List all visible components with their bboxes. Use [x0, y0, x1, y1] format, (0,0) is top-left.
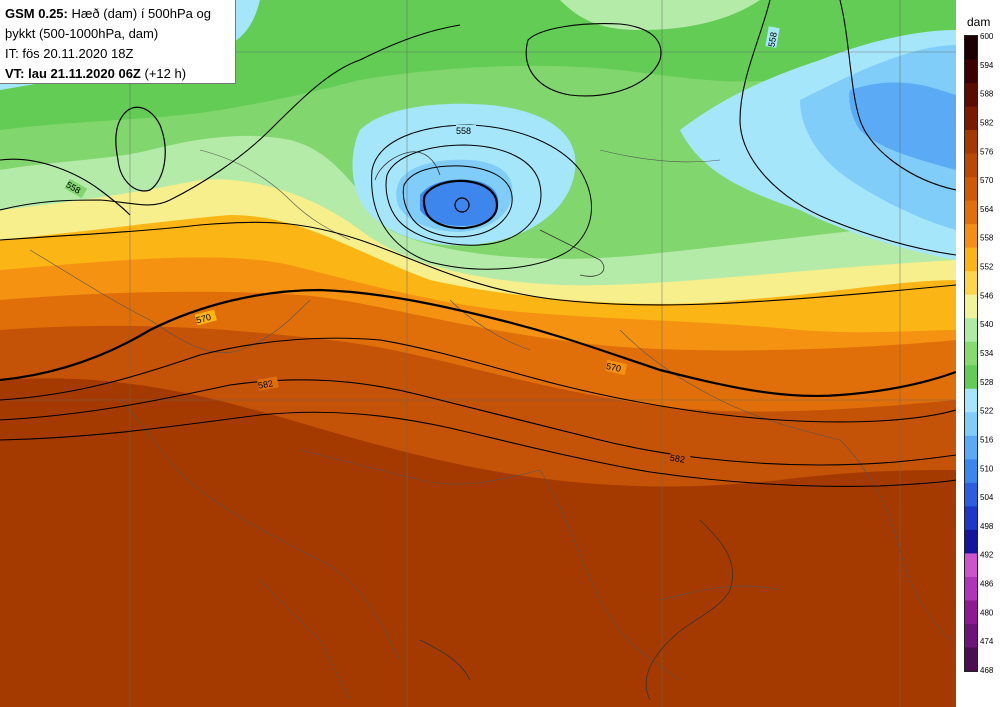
- legend-swatch: [965, 412, 977, 437]
- contour-east-box: [839, 0, 956, 191]
- contour-582: [0, 379, 956, 466]
- contour-label: 582: [669, 453, 685, 465]
- field-540-top: [560, 0, 760, 30]
- contour-558-north-ring: [115, 106, 166, 192]
- valid-time-line: VT: lau 21.11.2020 06Z (+12 h): [5, 64, 230, 84]
- contour-576: [0, 337, 956, 423]
- legend-tick-labels: 600 594 588 582 576 570 564 558 552 546 540 534 528 5…: [980, 32, 994, 675]
- legend-tick-label: 552: [980, 263, 994, 272]
- legend-swatch: [965, 623, 977, 649]
- legend-swatch: [965, 435, 977, 460]
- legend-swatch: [965, 36, 977, 61]
- legend-tick-label: 582: [980, 119, 994, 128]
- contour-label: 570: [605, 361, 622, 374]
- legend-swatch: [965, 59, 977, 84]
- legend-swatch: [965, 153, 977, 178]
- legend-tick-label: 558: [980, 234, 994, 243]
- initial-time: IT: fös 20.11.2020 18Z: [5, 46, 134, 61]
- contour-label: 558: [456, 126, 471, 136]
- legend-swatch: [965, 388, 977, 413]
- legend-tick-label: 600: [980, 32, 994, 41]
- legend-swatch: [965, 271, 977, 296]
- legend-tick-label: 576: [980, 147, 994, 156]
- legend-tick-label: 534: [980, 349, 994, 358]
- legend-tick-label: 540: [980, 320, 994, 329]
- legend-tick-label: 594: [980, 61, 994, 70]
- legend-swatches: [965, 36, 977, 672]
- contour-558-ne: [525, 23, 662, 97]
- legend-swatch: [965, 482, 977, 507]
- legend-swatch: [965, 459, 977, 484]
- contour-570: [0, 288, 956, 398]
- legend-swatch: [965, 576, 977, 602]
- title-line: GSM 0.25: Hæð (dam) í 500hPa og: [5, 4, 230, 24]
- legend-unit: dam: [967, 15, 991, 29]
- legend-tick-label: 546: [980, 291, 994, 300]
- coastlines: [374, 151, 734, 701]
- color-legend: dam 600 594 588 582 576 570 564 558 552 546 540 534…: [956, 0, 1000, 707]
- field-description: Hæð (dam) í 500hPa og: [67, 6, 211, 21]
- legend-tick-label: 480: [980, 608, 994, 617]
- legend-tick-label: 486: [980, 580, 994, 589]
- contour-labels: 558 558 558 570 570 582 582: [64, 26, 780, 466]
- legend-tick-label: 516: [980, 436, 994, 445]
- legend-tick-label: 588: [980, 90, 994, 99]
- contour-center-low: [454, 197, 470, 213]
- legend-swatch: [965, 341, 977, 366]
- contour-label: 582: [257, 378, 274, 390]
- contour-outer-low: [371, 124, 592, 270]
- legend-swatch: [965, 130, 977, 155]
- valid-time: VT: lau 21.11.2020 06Z: [5, 66, 141, 81]
- map-canvas: 558 558 558 570 570 582 582: [0, 0, 956, 707]
- legend-swatch: [965, 83, 977, 108]
- contour-inner-low: [402, 165, 513, 238]
- legend-tick-label: 522: [980, 407, 994, 416]
- legend-swatch: [965, 224, 977, 249]
- legend-swatch: [965, 247, 977, 272]
- description-line2: þykkt (500-1000hPa, dam): [5, 26, 159, 41]
- contour-mid-low: [385, 144, 542, 246]
- contour-588: [0, 411, 956, 487]
- field-510-east: [849, 82, 956, 170]
- contour-558-arc: [0, 24, 461, 211]
- contour-558-east: [739, 0, 956, 256]
- legend-swatch: [965, 106, 977, 131]
- legend-tick-label: 510: [980, 464, 994, 473]
- legend-swatch: [965, 529, 977, 555]
- legend-tick-label: 504: [980, 493, 994, 502]
- legend-swatch: [965, 365, 977, 390]
- legend-swatch: [965, 200, 977, 225]
- contour-label: 558: [766, 31, 778, 48]
- info-box: GSM 0.25: Hæð (dam) í 500hPa og þykkt (5…: [0, 0, 236, 84]
- contour-label: 570: [195, 312, 212, 326]
- legend-tick-label: 492: [980, 551, 994, 560]
- model-name: GSM 0.25:: [5, 6, 68, 21]
- legend-swatch: [965, 294, 977, 319]
- map-panel[interactable]: 558 558 558 570 570 582 582: [0, 0, 956, 707]
- legend-swatch: [965, 600, 977, 625]
- legend-tick-label: 468: [980, 666, 994, 675]
- legend-tick-label: 474: [980, 637, 994, 646]
- height-contours: [0, 0, 956, 487]
- legend-tick-label: 570: [980, 176, 994, 185]
- contour-558-mid: [0, 221, 956, 306]
- legend-colorbar: [964, 35, 978, 672]
- country-borders: [29, 149, 951, 701]
- legend-swatch: [965, 506, 977, 531]
- legend-swatch: [965, 647, 977, 672]
- contour-558-nw: [0, 158, 131, 216]
- field-510-low: [420, 179, 499, 226]
- legend-tick-label: 564: [980, 205, 994, 214]
- legend-swatch: [965, 318, 977, 343]
- legend-swatch: [965, 553, 977, 578]
- forecast-offset: (+12 h): [140, 66, 187, 81]
- legend-tick-label: 498: [980, 522, 994, 531]
- legend-swatch: [965, 177, 977, 202]
- legend-tick-label: 528: [980, 378, 994, 387]
- contour-core-low: [422, 179, 499, 230]
